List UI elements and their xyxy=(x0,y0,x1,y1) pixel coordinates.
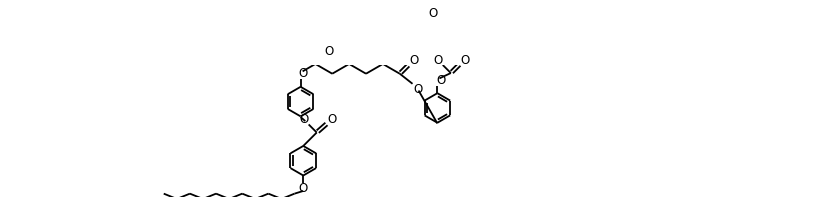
Text: O: O xyxy=(325,45,334,58)
Text: O: O xyxy=(436,74,446,87)
Text: O: O xyxy=(299,113,308,126)
Text: O: O xyxy=(428,7,437,20)
Text: O: O xyxy=(433,54,442,67)
Text: O: O xyxy=(299,67,308,80)
Text: O: O xyxy=(409,54,418,67)
Text: O: O xyxy=(327,113,337,126)
Text: O: O xyxy=(461,54,470,67)
Text: O: O xyxy=(413,83,422,96)
Text: O: O xyxy=(299,182,308,195)
